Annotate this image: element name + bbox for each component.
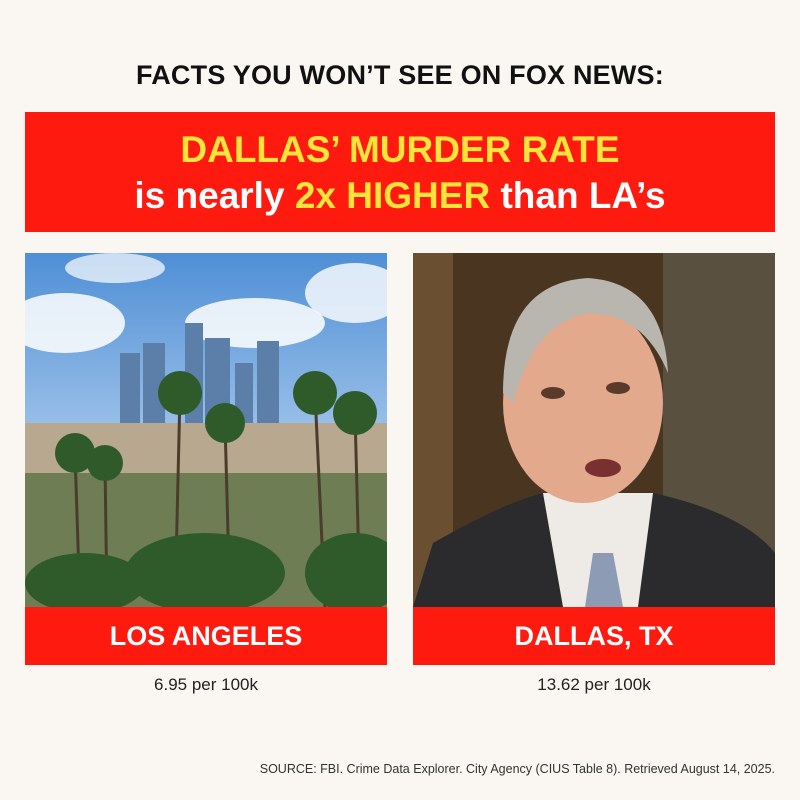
los-angeles-label: LOS ANGELES <box>25 607 387 665</box>
los-angeles-photo <box>25 253 387 607</box>
headline-line-1: DALLAS’ MURDER RATE <box>180 129 620 170</box>
los-angeles-rate: 6.95 per 100k <box>154 675 258 694</box>
dallas-photo <box>413 253 775 607</box>
kicker-heading: FACTS YOU WON’T SEE ON FOX NEWS: <box>136 60 664 90</box>
headline-highlight: 2x HIGHER <box>294 175 491 216</box>
source-citation: SOURCE: FBI. Crime Data Explorer. City A… <box>259 762 775 776</box>
los-angeles-card: LOS ANGELES <box>25 253 387 665</box>
dallas-rate: 13.62 per 100k <box>537 675 651 694</box>
headline-text: is nearly <box>134 175 295 216</box>
headline-line-2: is nearly 2x HIGHER than LA’s <box>25 175 775 217</box>
headline-text: than LA’s <box>490 175 666 216</box>
dallas-label: DALLAS, TX <box>413 607 775 665</box>
dallas-card: DALLAS, TX <box>413 253 775 665</box>
headline-banner: DALLAS’ MURDER RATE is nearly 2x HIGHER … <box>25 112 775 232</box>
